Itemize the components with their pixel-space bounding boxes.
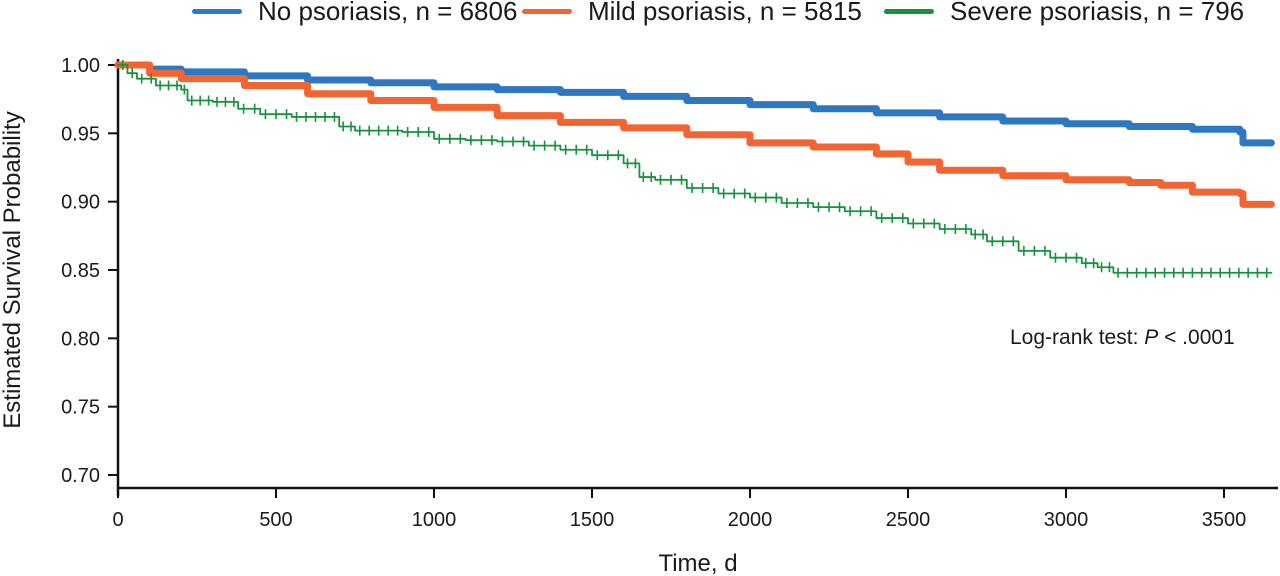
x-tick-label: 3500 [1202,509,1247,531]
x-tick-label: 2500 [886,509,931,531]
legend: No psoriasis, n = 6806 Mild psoriasis, n… [0,0,1280,26]
legend-item-severe-psoriasis: Severe psoriasis, n = 796 [884,0,1244,27]
x-tick-label: 1500 [570,509,615,531]
x-axis-label: Time, d [658,550,737,576]
y-axis-label: Estimated Survival Probability [0,111,26,428]
annotation-prefix: Log-rank test: [1010,326,1145,349]
annotation-p: P [1144,326,1159,349]
legend-label-mild-psoriasis: Mild psoriasis, n = 5815 [588,0,862,26]
legend-item-no-psoriasis: No psoriasis, n = 6806 [192,0,517,27]
legend-label-severe-psoriasis: Severe psoriasis, n = 796 [950,0,1245,26]
series-line-severe-psoriasis [117,64,1273,274]
x-tick-label: 500 [259,509,292,531]
y-tick-label: 0.70 [61,465,100,487]
annotation-suffix: < .0001 [1158,326,1235,349]
y-tick-label: 1.00 [61,55,100,77]
y-tick-label: 0.90 [61,192,100,214]
x-tick-label: 0 [112,509,123,531]
series-line-no-psoriasis [114,61,1275,147]
y-tick-label: 0.75 [61,397,100,419]
legend-item-mild-psoriasis: Mild psoriasis, n = 5815 [522,0,862,27]
log-rank-annotation: Log-rank test: P < .0001 [1010,326,1235,350]
series-line-mild-psoriasis [114,61,1275,208]
legend-swatch-severe-psoriasis [884,9,934,14]
y-tick-label: 0.80 [61,328,100,350]
y-tick-label: 0.85 [61,260,100,282]
y-tick-label: 0.95 [61,123,100,145]
legend-label-no-psoriasis: No psoriasis, n = 6806 [258,0,518,26]
x-tick-label: 1000 [412,509,457,531]
x-tick-label: 3000 [1044,509,1089,531]
legend-swatch-mild-psoriasis [522,9,572,14]
x-tick-label: 2000 [728,509,773,531]
legend-swatch-no-psoriasis [192,9,242,14]
